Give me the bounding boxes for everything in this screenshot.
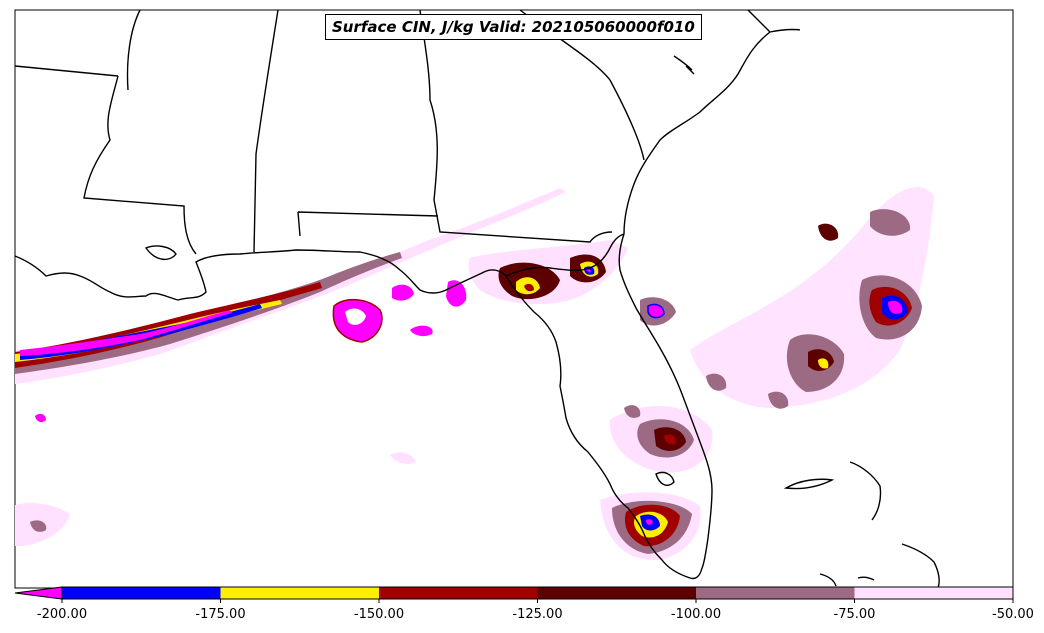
coast-florida-east [618, 233, 713, 569]
island-bahamas-5 [857, 576, 875, 581]
gulf-band-magenta [20, 310, 232, 356]
mauve-patch-sw [30, 520, 47, 532]
coastlines-and-borders [14, 9, 940, 589]
colorbar-tick-label: -100.00 [670, 607, 722, 622]
atlantic-mauve-5 [706, 373, 727, 391]
island-bahamas-4 [819, 573, 837, 587]
colorbar-bin-5 [854, 587, 1013, 599]
coast-louisiana [14, 249, 507, 301]
lake-pontchartrain [144, 245, 177, 261]
coast-florida-west [505, 275, 703, 580]
island-bahamas-2 [783, 478, 835, 490]
colorbar-tick-label: -75.00 [833, 607, 876, 622]
patch-gulf-4 [410, 325, 433, 337]
south-fl-magenta [646, 519, 653, 525]
colorbar-bins [62, 587, 1013, 599]
colorbar-bin-2 [379, 587, 538, 599]
central-fl-patch-west [624, 405, 641, 418]
panhandle-ne-magenta [586, 269, 591, 273]
border-nc [747, 9, 771, 33]
lake-okeechobee [655, 471, 675, 486]
coast-carolinas [623, 28, 801, 235]
magenta-dot-w [35, 413, 46, 423]
atlantic-magenta-2 [888, 300, 903, 314]
colorbar-bin-1 [220, 587, 379, 599]
border-ms-al [126, 9, 141, 91]
coast-panhandle [505, 233, 625, 277]
jax-patch-inner [647, 303, 665, 319]
colorbar-tick-label: -125.00 [512, 607, 563, 622]
colorbar-bin-3 [537, 587, 696, 599]
border-ms-ar [14, 65, 119, 77]
colorbar-ticks [61, 599, 1014, 603]
panhandle-red [524, 283, 534, 292]
colorbar-bin-4 [696, 587, 855, 599]
map-title: Surface CIN, J/kg Valid: 202105060000f01… [325, 14, 702, 40]
island-bahamas-1 [849, 461, 882, 521]
colorbar-bin-0 [62, 587, 221, 599]
cin-fields [15, 186, 934, 561]
island-capecod [673, 55, 695, 75]
colorbar-tick-label: -175.00 [195, 607, 246, 622]
atlantic-mauve-3 [870, 209, 911, 236]
atlantic-pink-large [690, 186, 934, 408]
colorbar [14, 586, 1014, 603]
atlantic-mauve-6 [768, 391, 789, 409]
island-bahamas-3 [901, 543, 940, 589]
colorbar-tick-label: -150.00 [353, 607, 405, 622]
pink-patch-gulf-mid [390, 452, 416, 464]
central-fl-red [664, 434, 677, 445]
border-al-ms [253, 9, 279, 253]
atlantic-darkred-4 [818, 223, 839, 241]
border-ms-la [83, 75, 197, 255]
patch-gulf-1-inner [345, 308, 366, 325]
colorbar-tick-label: -200.00 [36, 607, 88, 622]
atlantic-yellow-1 [818, 358, 829, 369]
colorbar-tick-label: -50.00 [992, 607, 1034, 622]
patch-gulf-2 [392, 284, 414, 301]
border-al-ga [419, 9, 613, 243]
border-al-fl [297, 211, 439, 237]
colorbar-under-arrow [14, 586, 63, 600]
